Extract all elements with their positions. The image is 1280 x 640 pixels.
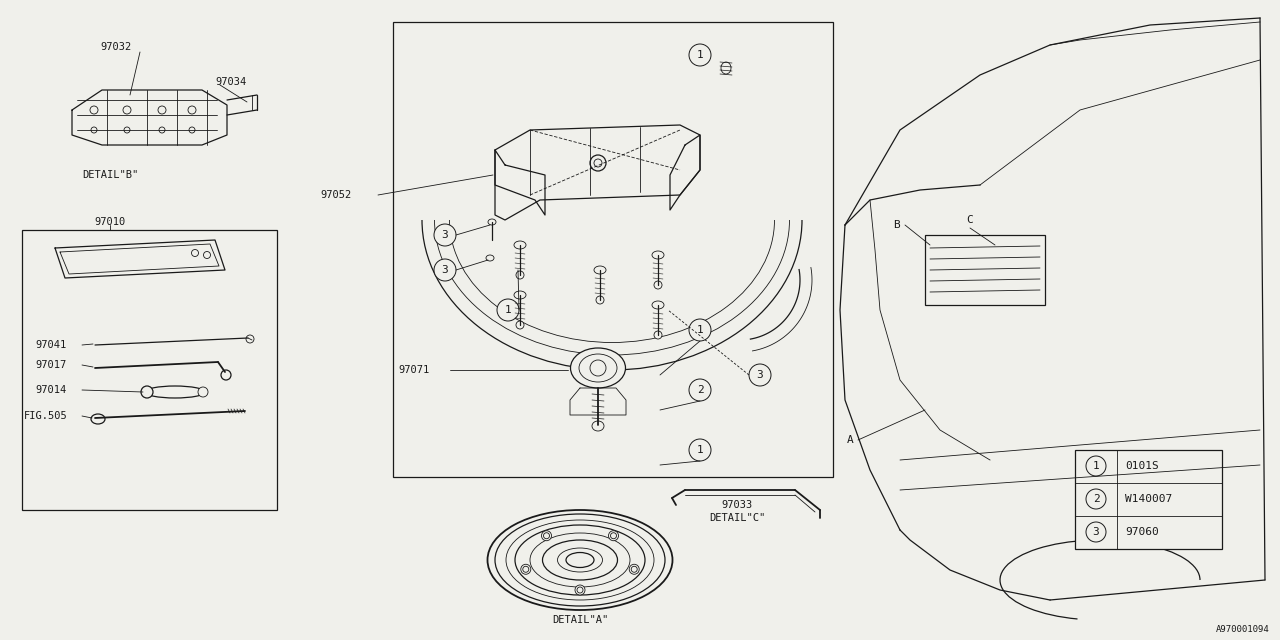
Ellipse shape [652, 251, 664, 259]
Circle shape [1085, 522, 1106, 542]
Ellipse shape [198, 387, 207, 397]
Text: W140007: W140007 [1125, 494, 1172, 504]
Text: 3: 3 [442, 265, 448, 275]
Circle shape [689, 439, 710, 461]
Circle shape [611, 532, 617, 539]
Circle shape [608, 531, 618, 541]
Bar [393, 22, 833, 477]
Ellipse shape [591, 421, 604, 431]
Text: 2: 2 [696, 385, 704, 395]
Circle shape [689, 44, 710, 66]
Text: 1: 1 [1093, 461, 1100, 471]
Text: 97010: 97010 [95, 217, 125, 227]
Ellipse shape [652, 301, 664, 309]
Ellipse shape [596, 296, 604, 304]
Circle shape [221, 370, 230, 380]
Circle shape [497, 299, 518, 321]
Text: 1: 1 [696, 50, 704, 60]
Circle shape [521, 564, 531, 574]
Text: DETAIL"A": DETAIL"A" [552, 615, 608, 625]
Circle shape [123, 106, 131, 114]
Text: 3: 3 [1093, 527, 1100, 537]
Text: 97071: 97071 [398, 365, 429, 375]
Text: 3: 3 [442, 230, 448, 240]
Text: 97014: 97014 [35, 385, 67, 395]
Text: 1: 1 [504, 305, 512, 315]
Ellipse shape [141, 386, 154, 398]
Circle shape [434, 259, 456, 281]
Bar [22, 230, 276, 510]
Circle shape [1085, 489, 1106, 509]
Ellipse shape [516, 271, 524, 279]
Circle shape [188, 106, 196, 114]
Circle shape [631, 566, 637, 572]
Circle shape [189, 127, 195, 133]
Text: DETAIL"B": DETAIL"B" [82, 170, 138, 180]
Ellipse shape [486, 255, 494, 261]
Text: 1: 1 [696, 445, 704, 455]
Circle shape [575, 585, 585, 595]
Text: DETAIL"C": DETAIL"C" [709, 513, 765, 523]
Circle shape [749, 364, 771, 386]
Ellipse shape [654, 281, 662, 289]
Text: A970001094: A970001094 [1216, 625, 1270, 634]
Text: 97017: 97017 [35, 360, 67, 370]
Ellipse shape [571, 348, 626, 388]
Text: A: A [846, 435, 854, 445]
Circle shape [91, 127, 97, 133]
Ellipse shape [594, 266, 605, 274]
Circle shape [577, 587, 582, 593]
Circle shape [590, 360, 605, 376]
Circle shape [434, 224, 456, 246]
Text: 97052: 97052 [320, 190, 351, 200]
Bar [925, 235, 1044, 305]
Circle shape [594, 159, 602, 167]
Ellipse shape [515, 241, 526, 249]
Text: 1: 1 [696, 325, 704, 335]
Circle shape [246, 335, 253, 343]
Circle shape [689, 319, 710, 341]
Text: 2: 2 [1093, 494, 1100, 504]
Circle shape [159, 127, 165, 133]
Text: C: C [966, 215, 973, 225]
Circle shape [204, 252, 210, 259]
Ellipse shape [515, 291, 526, 299]
Circle shape [689, 379, 710, 401]
Bar [1075, 450, 1222, 549]
Circle shape [192, 250, 198, 257]
Text: FIG.505: FIG.505 [24, 411, 68, 421]
Circle shape [1085, 456, 1106, 476]
Circle shape [544, 532, 549, 539]
Circle shape [124, 127, 131, 133]
Text: 97032: 97032 [100, 42, 132, 52]
Text: 97033: 97033 [722, 500, 753, 510]
Circle shape [590, 155, 605, 171]
Text: B: B [893, 220, 900, 230]
Circle shape [630, 564, 639, 574]
Text: 97034: 97034 [215, 77, 246, 87]
Ellipse shape [654, 331, 662, 339]
Ellipse shape [579, 354, 617, 382]
Text: 0101S: 0101S [1125, 461, 1158, 471]
Ellipse shape [91, 414, 105, 424]
Circle shape [90, 106, 99, 114]
Circle shape [157, 106, 166, 114]
Ellipse shape [516, 321, 524, 329]
Text: 97041: 97041 [35, 340, 67, 350]
Ellipse shape [145, 386, 205, 398]
Ellipse shape [488, 219, 497, 225]
Text: 97060: 97060 [1125, 527, 1158, 537]
Text: 3: 3 [756, 370, 763, 380]
Circle shape [541, 531, 552, 541]
Circle shape [522, 566, 529, 572]
